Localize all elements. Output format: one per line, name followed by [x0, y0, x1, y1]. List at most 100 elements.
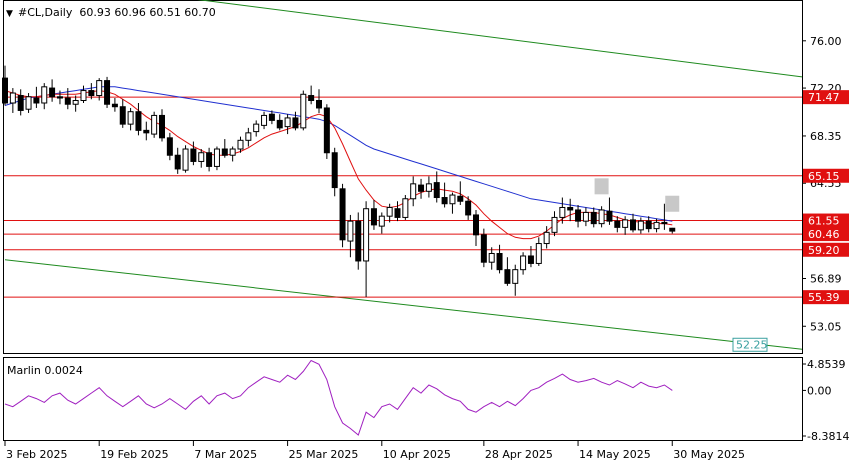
candle-body [237, 139, 244, 150]
candle-body [221, 148, 228, 156]
candle-body [245, 132, 252, 141]
level-tag [803, 290, 849, 305]
candle-body [198, 152, 205, 162]
candle-body [473, 214, 479, 236]
level-tag-label: 61.55 [808, 215, 840, 228]
candle-body [104, 80, 111, 105]
candle-body [276, 119, 283, 129]
candle-body [551, 216, 558, 233]
target-tag-label: 52.25 [736, 338, 768, 351]
candle-body [64, 97, 71, 105]
level-tag-label: 59.20 [808, 244, 840, 257]
candle-body [49, 87, 56, 98]
candle-body [575, 209, 582, 222]
candle-body [425, 183, 432, 192]
candle-body [637, 220, 644, 231]
candle-body [527, 255, 534, 264]
candle-body [669, 227, 676, 232]
candle-body [622, 219, 629, 228]
candle-body [323, 107, 330, 154]
marker-tag [594, 178, 609, 195]
candle-body [292, 117, 299, 129]
time-axis: 3 Feb 2025 19 Feb 2025 7 Mar 2025 25 Mar 20… [4, 441, 745, 461]
candle-body [9, 92, 16, 104]
candle-body [182, 148, 189, 171]
candle-body [213, 148, 220, 167]
candle-body [339, 188, 346, 241]
candle-body [2, 77, 8, 104]
x-tick-label: 28 Apr 2025 [485, 448, 553, 461]
x-tick-label: 19 Feb 2025 [100, 448, 168, 461]
candle-body [606, 210, 613, 222]
candle-body [394, 208, 401, 218]
candle-body [449, 194, 456, 205]
candle-body [229, 148, 236, 156]
target-tag-box [732, 337, 768, 352]
candle-body [402, 198, 409, 218]
candle-body [206, 152, 213, 167]
candle-body [174, 154, 181, 170]
candle-body [33, 97, 40, 104]
candle-body [410, 183, 417, 200]
x-tick-label: 14 May 2025 [579, 448, 651, 461]
moving-averages [4, 86, 673, 240]
candle-body [253, 123, 260, 133]
level-tag [803, 168, 849, 183]
osc-tick-label: 4.8539 [807, 358, 846, 371]
fast-ma-line [4, 90, 673, 240]
candle-body [135, 111, 142, 131]
candle-body [127, 111, 134, 125]
candle-body [72, 100, 79, 105]
candle-body [496, 252, 503, 271]
candle-body [457, 195, 464, 202]
candle-body [418, 184, 425, 192]
candle-body [504, 269, 511, 284]
candle-body [268, 113, 275, 121]
level-tag [803, 90, 849, 105]
candle-body [316, 100, 322, 109]
candle-body [582, 211, 589, 222]
candle-body [512, 269, 519, 284]
x-tick-label: 25 Mar 2025 [289, 448, 359, 461]
candle-body [347, 220, 354, 242]
candle-body [261, 114, 268, 126]
menu-arrow-icon[interactable]: ▼ [6, 9, 13, 19]
oscillator-line [4, 359, 673, 436]
candle-body [284, 117, 291, 128]
candle-body [630, 219, 636, 231]
channel-lower-line [4, 259, 803, 350]
candle-body [96, 80, 103, 97]
candle-body [386, 206, 393, 217]
candle-body [480, 234, 487, 263]
marker-tag [665, 195, 680, 212]
x-tick-label: 30 May 2025 [673, 448, 745, 461]
candle-body [465, 200, 472, 216]
y-tick-label: 53.05 [810, 320, 842, 333]
candle-body [300, 93, 307, 129]
level-tag [803, 227, 849, 242]
channel-upper-line [197, 0, 803, 78]
candle-body [119, 106, 126, 125]
candle-body [378, 215, 385, 227]
candle-body [308, 95, 315, 102]
level-tag [803, 242, 849, 257]
candle-body [331, 152, 338, 189]
candle-body [653, 221, 660, 230]
osc-tick-label: -8.3814 [807, 430, 849, 443]
candle-body [567, 206, 574, 211]
candle-body [159, 114, 165, 139]
target-tag: 52.25 [732, 337, 768, 352]
candle-body [590, 211, 597, 225]
candle-body [598, 209, 605, 225]
candle-body [56, 96, 63, 99]
candle-body [41, 86, 48, 104]
main-panel [3, 0, 803, 354]
indicator-panel [3, 357, 803, 441]
candle-body [543, 231, 550, 245]
candle-body [614, 220, 621, 228]
level-tag-label: 60.46 [808, 228, 840, 241]
indicator-label: Marlin 0.0024 [7, 364, 83, 377]
candle-body [111, 103, 118, 108]
